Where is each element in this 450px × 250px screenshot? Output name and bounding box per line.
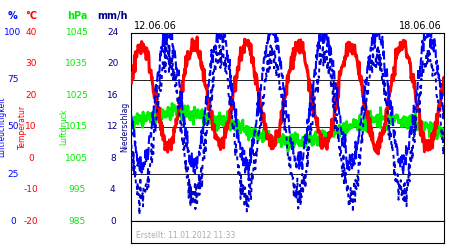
Text: mm/h: mm/h — [98, 11, 128, 21]
Text: 0: 0 — [110, 217, 116, 226]
Text: 12: 12 — [107, 122, 118, 132]
Text: 100: 100 — [4, 28, 22, 37]
Text: 1005: 1005 — [65, 154, 89, 163]
Text: 18.06.06: 18.06.06 — [399, 21, 442, 31]
Text: 985: 985 — [68, 217, 86, 226]
Text: 0: 0 — [10, 217, 16, 226]
Text: 20: 20 — [25, 91, 36, 100]
Text: 1015: 1015 — [65, 122, 89, 132]
Text: 50: 50 — [7, 122, 18, 132]
Text: 20: 20 — [107, 60, 118, 68]
Text: Luftfeuchtigkeit: Luftfeuchtigkeit — [0, 96, 6, 157]
Text: 1025: 1025 — [66, 91, 88, 100]
Text: Erstellt: 11.01.2012 11:33: Erstellt: 11.01.2012 11:33 — [136, 231, 235, 240]
Text: 24: 24 — [107, 28, 118, 37]
Text: 995: 995 — [68, 185, 86, 194]
Text: 1035: 1035 — [65, 60, 89, 68]
Text: Niederschlag: Niederschlag — [120, 102, 129, 152]
Text: 75: 75 — [7, 75, 18, 84]
Text: Luftdruck: Luftdruck — [59, 109, 68, 145]
Text: hPa: hPa — [67, 11, 87, 21]
Text: 0: 0 — [28, 154, 34, 163]
Text: °C: °C — [25, 11, 37, 21]
Text: -20: -20 — [23, 217, 38, 226]
Text: 8: 8 — [110, 154, 116, 163]
Text: Temperatur: Temperatur — [18, 105, 27, 149]
Text: 10: 10 — [25, 122, 36, 132]
Text: 40: 40 — [25, 28, 36, 37]
Text: -10: -10 — [23, 185, 38, 194]
Text: 25: 25 — [7, 170, 18, 178]
Text: %: % — [8, 11, 18, 21]
Text: 1045: 1045 — [66, 28, 88, 37]
Text: 30: 30 — [25, 60, 36, 68]
Text: 12.06.06: 12.06.06 — [134, 21, 176, 31]
Text: 16: 16 — [107, 91, 119, 100]
Text: 4: 4 — [110, 185, 116, 194]
